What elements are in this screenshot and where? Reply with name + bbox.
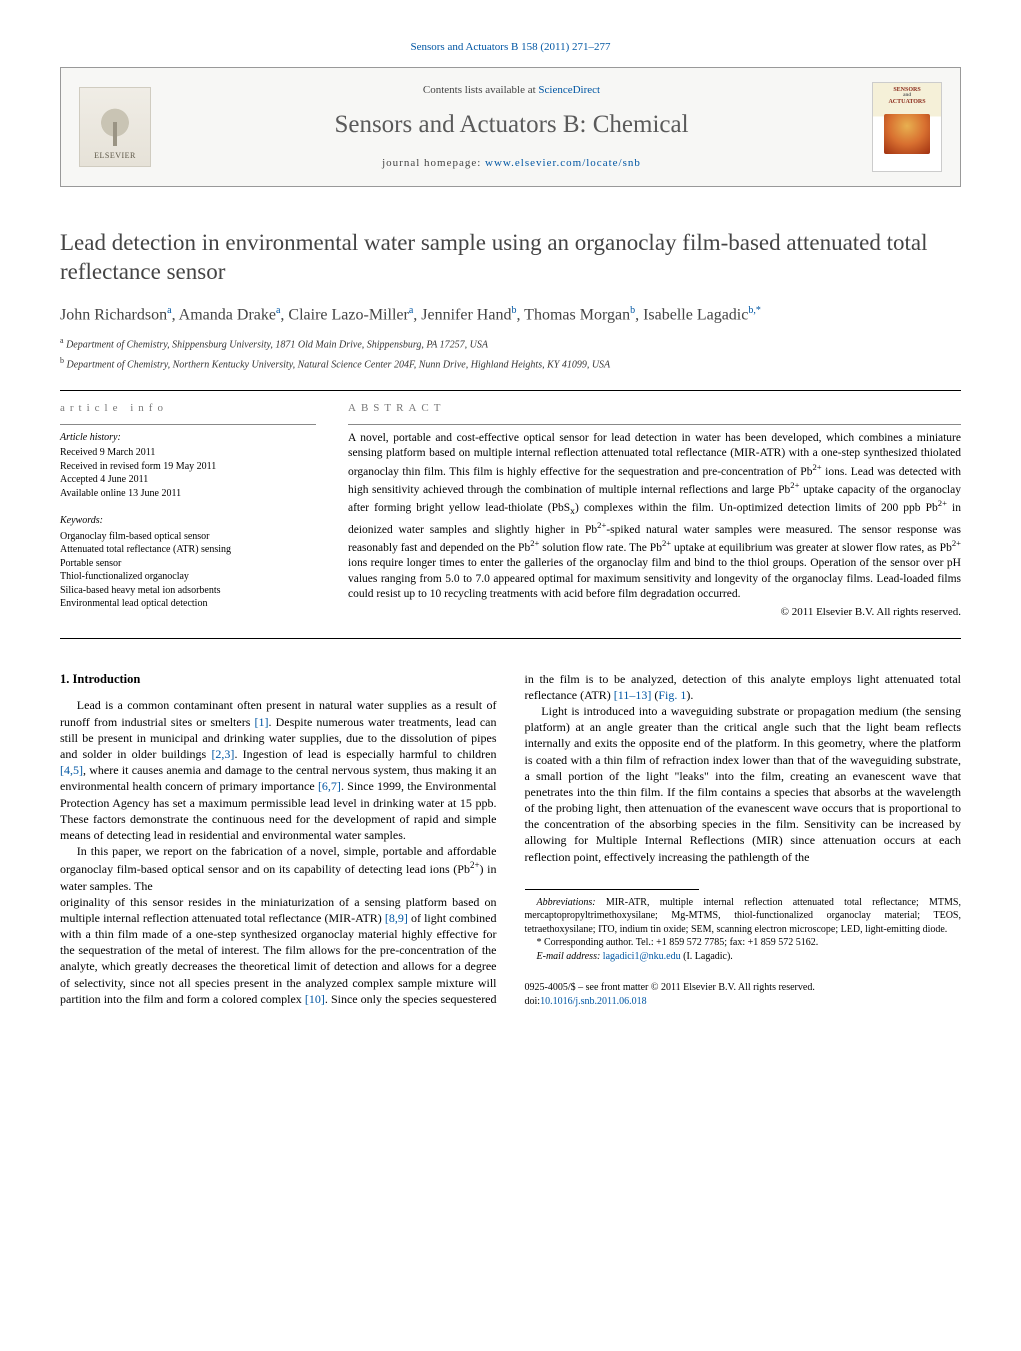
elsevier-logo: ELSEVIER <box>79 87 151 167</box>
email-footnote: E-mail address: lagadici1@nku.edu (I. La… <box>525 950 962 964</box>
copyright-line: © 2011 Elsevier B.V. All rights reserved… <box>348 605 961 620</box>
citation-link[interactable]: [10] <box>305 992 325 1006</box>
abbr-label: Abbreviations: <box>537 897 596 908</box>
journal-header: ELSEVIER Contents lists available at Sci… <box>60 67 961 187</box>
citation-link[interactable]: [2,3] <box>211 747 234 761</box>
citation-link[interactable]: [8,9] <box>385 911 408 925</box>
issn-line: 0925-4005/$ – see front matter © 2011 El… <box>525 981 962 995</box>
homepage-line: journal homepage: www.elsevier.com/locat… <box>171 156 852 171</box>
abbreviations-footnote: Abbreviations: MIR-ATR, multiple interna… <box>525 896 962 937</box>
info-rule <box>60 424 316 425</box>
publisher-name: ELSEVIER <box>94 151 136 162</box>
keyword-item: Environmental lead optical detection <box>60 597 316 611</box>
keyword-item: Attenuated total reflectance (ATR) sensi… <box>60 543 316 557</box>
body-paragraph: Light is introduced into a waveguiding s… <box>525 703 962 865</box>
keyword-item: Silica-based heavy metal ion adsorbents <box>60 584 316 598</box>
intro-heading: 1. Introduction <box>60 671 497 688</box>
journal-reference: Sensors and Actuators B 158 (2011) 271–2… <box>60 40 961 55</box>
keyword-item: Thiol-functionalized organoclay <box>60 570 316 584</box>
keywords-label: Keywords: <box>60 514 316 528</box>
doi-line: doi:10.1016/j.snb.2011.06.018 <box>525 995 962 1009</box>
history-item: Received in revised form 19 May 2011 <box>60 460 316 474</box>
keyword-item: Portable sensor <box>60 557 316 571</box>
corresponding-author-footnote: * Corresponding author. Tel.: +1 859 572… <box>525 936 962 950</box>
corr-text: Tel.: +1 859 572 7785; fax: +1 859 572 5… <box>636 937 819 948</box>
doi-label: doi: <box>525 996 541 1007</box>
homepage-link[interactable]: www.elsevier.com/locate/snb <box>485 157 641 169</box>
cover-title-3: ACTUATORS <box>888 99 925 106</box>
citation-link[interactable]: [4,5] <box>60 763 83 777</box>
abstract-label: abstract <box>348 401 961 416</box>
cover-image-icon <box>884 114 930 154</box>
homepage-prefix: journal homepage: <box>382 157 485 169</box>
history-item: Received 9 March 2011 <box>60 446 316 460</box>
citation-link[interactable]: [1] <box>255 715 269 729</box>
header-center: Contents lists available at ScienceDirec… <box>151 83 872 170</box>
contents-prefix: Contents lists available at <box>423 84 538 96</box>
affiliation: a Department of Chemistry, Shippensburg … <box>60 336 961 352</box>
author-list: John Richardsona, Amanda Drakea, Claire … <box>60 304 961 326</box>
affiliation: b Department of Chemistry, Northern Kent… <box>60 356 961 372</box>
email-label: E-mail address: <box>537 951 603 962</box>
contents-line: Contents lists available at ScienceDirec… <box>171 83 852 98</box>
article-info-column: article info Article history: Received 9… <box>60 401 316 620</box>
figure-link[interactable]: Fig. 1 <box>658 688 686 702</box>
email-link[interactable]: lagadici1@nku.edu <box>603 951 681 962</box>
citation-link[interactable]: [11–13] <box>614 688 652 702</box>
corr-label: * Corresponding author. <box>537 937 636 948</box>
history-label: Article history: <box>60 431 316 445</box>
email-person: (I. Lagadic). <box>681 951 733 962</box>
rule-top <box>60 390 961 391</box>
info-abstract-row: article info Article history: Received 9… <box>60 401 961 620</box>
cover-title-1: SENSORS <box>893 87 920 94</box>
journal-cover-thumb: SENSORS and ACTUATORS <box>872 82 942 172</box>
abstract-column: abstract A novel, portable and cost-effe… <box>348 401 961 620</box>
doi-link[interactable]: 10.1016/j.snb.2011.06.018 <box>540 996 647 1007</box>
body-columns: 1. Introduction Lead is a common contami… <box>60 671 961 1009</box>
citation-link[interactable]: [6,7] <box>318 779 341 793</box>
sciencedirect-link[interactable]: ScienceDirect <box>538 84 600 96</box>
body-paragraph: In this paper, we report on the fabricat… <box>60 843 497 894</box>
article-info-label: article info <box>60 401 316 416</box>
history-item: Available online 13 June 2011 <box>60 487 316 501</box>
footnote-rule <box>525 889 700 890</box>
footnotes: Abbreviations: MIR-ATR, multiple interna… <box>525 889 962 964</box>
history-item: Accepted 4 June 2011 <box>60 473 316 487</box>
keyword-item: Organoclay film-based optical sensor <box>60 530 316 544</box>
bottom-matter: 0925-4005/$ – see front matter © 2011 El… <box>525 981 962 1008</box>
rule-bottom <box>60 638 961 639</box>
tree-icon <box>93 105 137 149</box>
journal-name: Sensors and Actuators B: Chemical <box>171 108 852 142</box>
body-paragraph: Lead is a common contaminant often prese… <box>60 697 497 843</box>
abstract-rule <box>348 424 961 425</box>
article-title: Lead detection in environmental water sa… <box>60 229 961 287</box>
abstract-text: A novel, portable and cost-effective opt… <box>348 431 961 603</box>
